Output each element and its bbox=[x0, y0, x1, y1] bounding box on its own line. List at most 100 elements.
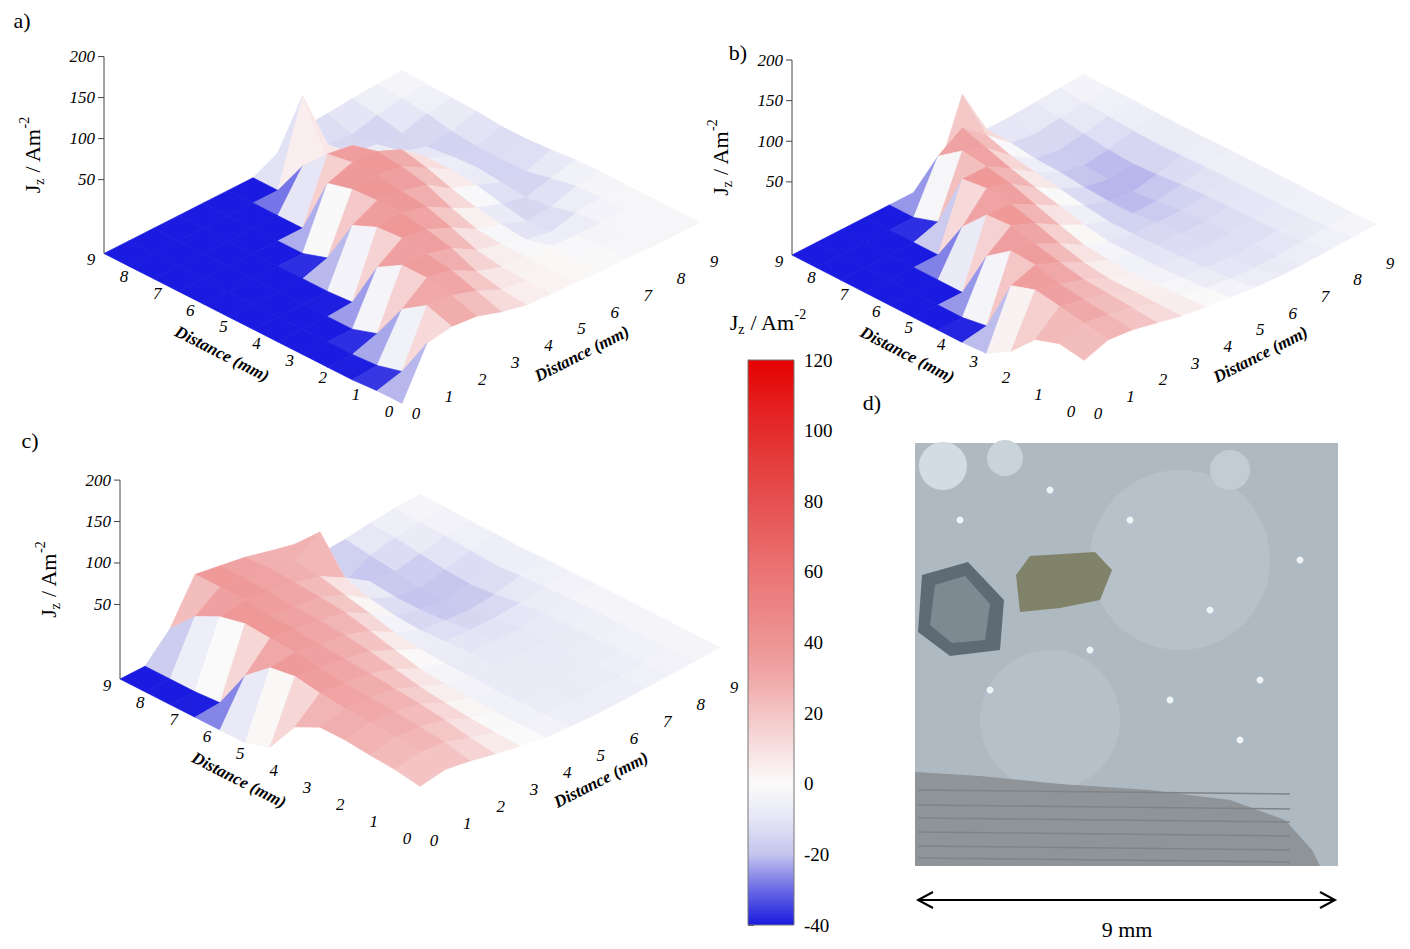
svg-text:Distance (mm): Distance (mm) bbox=[188, 747, 290, 811]
svg-text:200: 200 bbox=[758, 51, 784, 70]
svg-text:4: 4 bbox=[544, 336, 553, 355]
svg-text:100: 100 bbox=[804, 420, 833, 441]
svg-text:z: z bbox=[48, 603, 63, 609]
svg-text:9: 9 bbox=[710, 252, 719, 271]
svg-text:9: 9 bbox=[1386, 254, 1395, 273]
svg-text:9: 9 bbox=[775, 252, 784, 271]
svg-text:8: 8 bbox=[696, 695, 705, 714]
svg-text:0: 0 bbox=[1094, 404, 1103, 423]
svg-text:8: 8 bbox=[807, 268, 816, 287]
svg-text:-2: -2 bbox=[705, 119, 720, 131]
svg-text:8: 8 bbox=[677, 269, 686, 288]
svg-text:4: 4 bbox=[1224, 337, 1233, 356]
svg-text:3: 3 bbox=[1190, 354, 1200, 373]
svg-text:7: 7 bbox=[169, 710, 179, 729]
svg-text:100: 100 bbox=[86, 553, 112, 572]
svg-text:1: 1 bbox=[1034, 385, 1043, 404]
svg-text:5: 5 bbox=[1256, 320, 1265, 339]
svg-text:3: 3 bbox=[284, 351, 294, 370]
svg-text:60: 60 bbox=[804, 561, 823, 582]
svg-text:4: 4 bbox=[563, 763, 572, 782]
svg-text:d): d) bbox=[863, 390, 881, 415]
svg-text:/ Am: / Am bbox=[36, 554, 61, 603]
svg-text:0: 0 bbox=[385, 402, 394, 421]
svg-text:50: 50 bbox=[94, 595, 112, 614]
svg-text:z: z bbox=[720, 181, 735, 187]
svg-text:5: 5 bbox=[236, 744, 245, 763]
svg-text:1: 1 bbox=[1126, 387, 1135, 406]
svg-text:2: 2 bbox=[319, 368, 328, 387]
svg-text:b): b) bbox=[729, 40, 747, 65]
svg-text:150: 150 bbox=[86, 512, 112, 531]
svg-text:6: 6 bbox=[1288, 304, 1297, 323]
svg-text:2: 2 bbox=[1159, 370, 1168, 389]
svg-text:-2: -2 bbox=[17, 117, 32, 129]
svg-text:4: 4 bbox=[269, 761, 278, 780]
svg-text:/ Am: / Am bbox=[745, 310, 794, 335]
svg-text:0: 0 bbox=[1067, 402, 1076, 421]
svg-text:1: 1 bbox=[352, 385, 361, 404]
svg-text:80: 80 bbox=[804, 491, 823, 512]
svg-text:1: 1 bbox=[463, 814, 472, 833]
svg-text:c): c) bbox=[21, 428, 38, 453]
svg-text:0: 0 bbox=[804, 773, 814, 794]
svg-text:20: 20 bbox=[804, 703, 823, 724]
svg-text:8: 8 bbox=[120, 267, 129, 286]
svg-text:-40: -40 bbox=[804, 915, 829, 936]
svg-text:6: 6 bbox=[630, 729, 639, 748]
svg-text:1: 1 bbox=[445, 387, 454, 406]
svg-text:3: 3 bbox=[529, 780, 539, 799]
svg-text:7: 7 bbox=[1321, 287, 1331, 306]
svg-text:-2: -2 bbox=[33, 541, 48, 553]
svg-text:150: 150 bbox=[70, 88, 96, 107]
svg-text:1: 1 bbox=[369, 812, 378, 831]
svg-text:8: 8 bbox=[136, 693, 145, 712]
svg-text:2: 2 bbox=[496, 797, 505, 816]
svg-text:200: 200 bbox=[70, 47, 96, 66]
svg-text:z: z bbox=[32, 179, 47, 185]
svg-text:Distance (mm): Distance (mm) bbox=[171, 321, 273, 385]
svg-text:7: 7 bbox=[644, 286, 654, 305]
svg-text:9 mm: 9 mm bbox=[1102, 917, 1153, 942]
svg-text:200: 200 bbox=[86, 471, 112, 490]
svg-text:4: 4 bbox=[937, 335, 946, 354]
svg-text:0: 0 bbox=[403, 829, 412, 848]
svg-text:Distance (mm): Distance (mm) bbox=[856, 322, 958, 387]
svg-text:-20: -20 bbox=[804, 844, 829, 865]
svg-text:9: 9 bbox=[87, 250, 96, 269]
svg-text:Distance (mm): Distance (mm) bbox=[531, 322, 633, 386]
svg-text:0: 0 bbox=[412, 404, 421, 423]
svg-text:0: 0 bbox=[430, 831, 439, 850]
svg-text:6: 6 bbox=[610, 303, 619, 322]
svg-text:a): a) bbox=[13, 8, 30, 33]
svg-text:2: 2 bbox=[336, 795, 345, 814]
svg-text:6: 6 bbox=[203, 727, 212, 746]
svg-text:3: 3 bbox=[302, 778, 312, 797]
svg-text:7: 7 bbox=[153, 284, 163, 303]
svg-text:5: 5 bbox=[596, 746, 605, 765]
svg-text:3: 3 bbox=[968, 352, 978, 371]
svg-text:/ Am: / Am bbox=[708, 131, 733, 180]
svg-text:9: 9 bbox=[103, 676, 112, 695]
svg-text:4: 4 bbox=[252, 334, 261, 353]
svg-text:7: 7 bbox=[663, 712, 673, 731]
svg-text:50: 50 bbox=[78, 170, 96, 189]
svg-text:100: 100 bbox=[70, 129, 96, 148]
svg-text:50: 50 bbox=[766, 172, 784, 191]
svg-text:/ Am: / Am bbox=[20, 129, 45, 178]
svg-text:2: 2 bbox=[1002, 368, 1011, 387]
svg-text:8: 8 bbox=[1353, 270, 1362, 289]
svg-text:9: 9 bbox=[730, 678, 739, 697]
svg-text:7: 7 bbox=[840, 285, 850, 304]
svg-text:5: 5 bbox=[219, 317, 228, 336]
svg-text:-2: -2 bbox=[795, 307, 807, 322]
svg-text:6: 6 bbox=[186, 301, 195, 320]
svg-text:3: 3 bbox=[510, 353, 520, 372]
svg-text:2: 2 bbox=[478, 370, 487, 389]
svg-text:Distance (mm): Distance (mm) bbox=[1209, 322, 1311, 387]
svg-text:6: 6 bbox=[872, 302, 881, 321]
svg-text:120: 120 bbox=[804, 350, 833, 371]
svg-text:z: z bbox=[738, 322, 744, 337]
svg-text:100: 100 bbox=[758, 132, 784, 151]
svg-text:40: 40 bbox=[804, 632, 823, 653]
